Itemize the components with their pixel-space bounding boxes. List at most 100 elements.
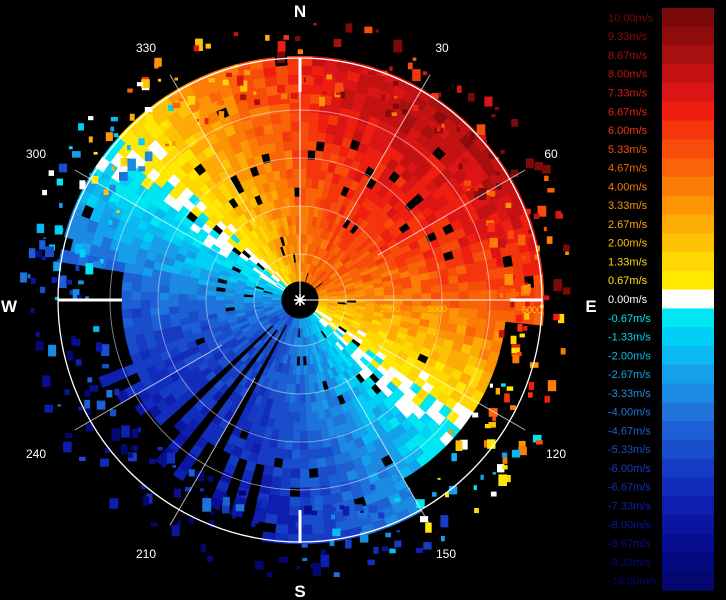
velocity-cell — [402, 287, 413, 295]
legend-swatch — [662, 176, 714, 197]
velocity-cell — [448, 274, 459, 285]
velocity-speckle — [393, 81, 398, 86]
velocity-cell — [131, 316, 143, 327]
velocity-cell — [280, 178, 289, 190]
legend-label: 0.67m/s — [608, 275, 648, 287]
velocity-cell — [224, 299, 235, 305]
velocity-cell — [98, 373, 112, 389]
velocity-speckle — [322, 91, 327, 95]
velocity-cell — [288, 505, 301, 517]
legend-label: -3.33m/s — [608, 388, 651, 400]
velocity-speckle — [290, 92, 298, 99]
velocity-cell — [292, 168, 301, 179]
velocity-speckle — [560, 348, 566, 355]
velocity-cell — [294, 205, 301, 216]
velocity-speckle — [144, 151, 153, 162]
velocity-cell — [168, 292, 179, 301]
velocity-speckle — [255, 561, 264, 570]
velocity-cell — [402, 293, 413, 301]
velocity-speckle — [172, 141, 176, 146]
velocity-cell — [275, 65, 289, 77]
velocity-speckle — [376, 70, 385, 77]
velocity-cell — [264, 512, 278, 525]
velocity-cell — [187, 299, 198, 307]
velocity-speckle — [489, 383, 493, 388]
velocity-speckle — [111, 166, 115, 171]
velocity-speckle — [165, 143, 170, 147]
velocity-cell — [459, 299, 470, 310]
velocity-cell — [446, 266, 458, 277]
velocity-cell — [262, 123, 274, 136]
velocity-speckle — [375, 29, 379, 33]
velocity-speckle — [105, 448, 111, 453]
velocity-speckle — [321, 549, 326, 556]
range-label-1000: 1000 — [332, 304, 352, 314]
velocity-speckle — [522, 283, 531, 293]
velocity-speckle — [494, 107, 500, 111]
velocity-speckle — [389, 66, 393, 71]
velocity-speckle — [490, 491, 497, 497]
velocity-cell — [412, 293, 423, 301]
velocity-cell — [306, 168, 314, 179]
velocity-cell — [299, 168, 308, 179]
velocity-cell — [494, 267, 506, 280]
velocity-cell — [290, 459, 301, 470]
velocity-cell — [315, 448, 326, 459]
velocity-speckle — [415, 547, 423, 553]
velocity-cell — [196, 294, 207, 301]
velocity-speckle — [407, 62, 413, 70]
velocity-cell — [215, 299, 226, 305]
velocity-speckle — [503, 475, 511, 483]
velocity-speckle — [99, 178, 109, 186]
legend-label: 2.67m/s — [608, 219, 648, 231]
azimuth-spoke — [74, 169, 223, 256]
velocity-speckle — [116, 210, 120, 213]
bearing-60: 60 — [544, 147, 558, 161]
velocity-cell — [281, 121, 292, 133]
velocity-cell — [122, 271, 134, 283]
velocity-speckle — [141, 484, 146, 490]
velocity-cell — [265, 85, 279, 97]
velocity-cell — [285, 159, 294, 170]
velocity-cell — [279, 169, 288, 180]
velocity-speckle — [332, 528, 341, 537]
legend-swatch — [662, 514, 714, 535]
velocity-speckle — [121, 425, 130, 438]
velocity-cell — [121, 290, 132, 301]
velocity-speckle — [487, 439, 496, 449]
velocity-speckle — [251, 520, 256, 527]
velocity-cell — [321, 85, 335, 97]
velocity-cell — [291, 224, 297, 235]
velocity-speckle — [85, 408, 91, 416]
velocity-speckle — [195, 119, 200, 122]
velocity-cell — [288, 196, 296, 207]
velocity-speckle — [168, 104, 174, 111]
azimuth-spoke — [169, 377, 256, 526]
velocity-speckle — [87, 377, 93, 383]
velocity-cell — [159, 313, 171, 323]
velocity-cell — [486, 279, 498, 291]
velocity-cell — [131, 308, 142, 318]
velocity-speckle — [370, 484, 376, 491]
velocity-cell — [299, 468, 310, 479]
velocity-cell — [309, 486, 321, 498]
velocity-speckle — [401, 109, 408, 115]
legend-label: -4.67m/s — [608, 425, 651, 437]
velocity-cell — [271, 299, 282, 302]
velocity-cell — [384, 294, 395, 301]
velocity-speckle — [385, 532, 392, 538]
velocity-speckle — [254, 99, 260, 105]
velocity-speckle — [437, 477, 441, 480]
velocity-speckle — [521, 255, 526, 260]
velocity-cell — [130, 290, 141, 301]
velocity-speckle — [526, 227, 530, 231]
bearing-330: 330 — [136, 41, 156, 55]
velocity-speckle — [51, 277, 58, 283]
velocity-speckle — [148, 458, 156, 464]
velocity-speckle — [389, 548, 396, 554]
velocity-cell — [306, 159, 315, 170]
velocity-speckle — [187, 95, 195, 106]
velocity-speckle — [394, 497, 401, 502]
velocity-speckle — [436, 127, 441, 132]
